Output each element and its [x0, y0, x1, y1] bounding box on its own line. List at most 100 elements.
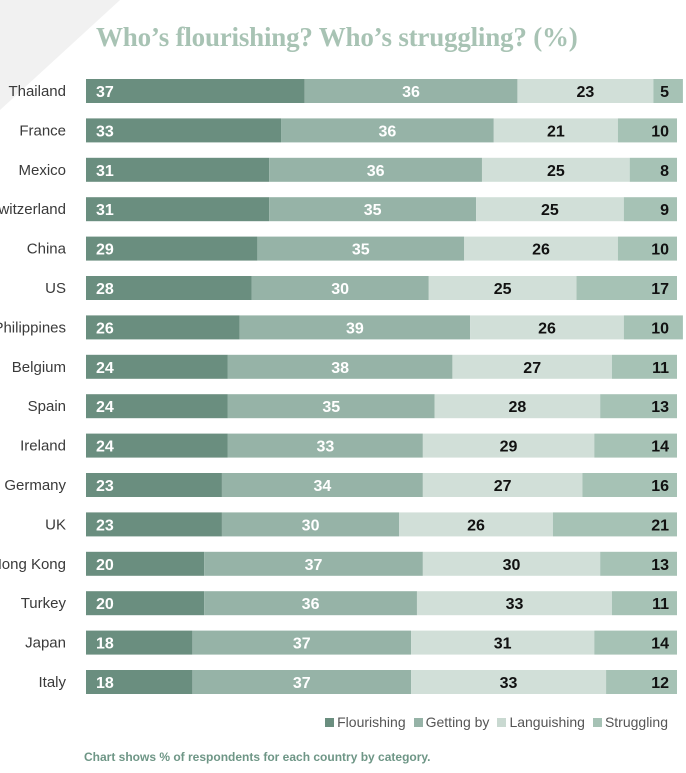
value-label-struggling: 10 — [651, 320, 669, 337]
value-label-getting-by: 35 — [364, 202, 382, 219]
value-label-struggling: 11 — [652, 360, 669, 377]
bar-row-belgium: Belgium 24 38 27 11 — [12, 354, 677, 379]
value-label-languishing: 33 — [506, 596, 524, 613]
value-label-flourishing: 18 — [96, 675, 114, 692]
category-label: France — [19, 122, 66, 139]
value-label-struggling: 8 — [660, 163, 669, 180]
value-label-flourishing: 20 — [96, 557, 114, 574]
bar-row-france: France 33 36 21 10 — [19, 118, 677, 143]
value-label-struggling: 14 — [651, 439, 669, 456]
value-label-getting-by: 36 — [302, 596, 320, 613]
value-label-struggling: 14 — [651, 636, 669, 653]
bar-segment-languishing — [422, 551, 601, 576]
bar-segment-getting-by — [239, 315, 471, 340]
bar-segment-languishing — [517, 79, 654, 103]
legend-label: Struggling — [604, 714, 668, 730]
category-label: Germany — [4, 477, 66, 494]
bar-row-spain: Spain 24 35 28 13 — [28, 394, 677, 419]
bar-segment-struggling — [617, 118, 677, 143]
chart-footnote: Chart shows % of respondents for each co… — [84, 750, 431, 764]
bar-segment-getting-by — [257, 236, 465, 261]
bar-segment-getting-by — [227, 354, 453, 379]
bar-segment-languishing — [411, 670, 607, 694]
bar-row-switzerland: Switzerland 31 35 25 9 — [0, 197, 677, 222]
value-label-getting-by: 37 — [305, 557, 323, 574]
value-label-flourishing: 20 — [96, 596, 114, 613]
bar-segment-struggling — [653, 79, 683, 103]
bar-row-philippines: Philippines 26 39 26 10 — [0, 315, 683, 340]
value-label-struggling: 12 — [651, 675, 669, 692]
chart-legend: Flourishing Getting by Languishing Struggli… — [325, 714, 668, 730]
category-label: Spain — [28, 398, 66, 415]
bar-row-us: US 28 30 25 17 — [45, 276, 677, 300]
bar-segment-flourishing — [86, 79, 305, 103]
bar-row-thailand: Thailand 37 36 23 5 — [8, 79, 683, 103]
category-label: Ireland — [20, 438, 66, 455]
bar-segment-getting-by — [227, 394, 435, 419]
bar-segment-struggling — [611, 591, 677, 616]
bar-segment-flourishing — [86, 315, 240, 340]
category-label: Turkey — [21, 595, 67, 612]
value-label-struggling: 5 — [660, 84, 669, 101]
value-label-flourishing: 23 — [96, 517, 114, 534]
bar-segment-getting-by — [192, 670, 412, 694]
bar-segment-flourishing — [86, 197, 270, 222]
bar-segment-getting-by — [192, 630, 412, 655]
bar-segment-languishing — [493, 118, 618, 143]
bar-segment-flourishing — [86, 157, 270, 182]
bar-row-uk: UK 23 30 26 21 — [45, 512, 677, 537]
bar-segment-struggling — [582, 473, 677, 497]
legend-item-languishing: Languishing — [497, 714, 585, 730]
value-label-getting-by: 36 — [379, 123, 397, 140]
bar-segment-struggling — [617, 236, 677, 261]
bar-row-china: China 29 35 26 10 — [27, 236, 677, 261]
value-label-getting-by: 35 — [352, 242, 370, 259]
bar-segment-flourishing — [86, 394, 228, 419]
value-label-languishing: 25 — [547, 163, 565, 180]
bar-segment-flourishing — [86, 591, 205, 616]
value-label-getting-by: 37 — [293, 675, 311, 692]
bar-row-hong-kong: Hong Kong 20 37 30 13 — [0, 551, 677, 576]
bar-segment-flourishing — [86, 551, 205, 576]
bar-segment-struggling — [629, 157, 677, 182]
bar-segment-struggling — [594, 630, 677, 655]
value-label-languishing: 21 — [547, 123, 565, 140]
value-label-languishing: 28 — [509, 399, 527, 416]
bar-segment-getting-by — [204, 591, 417, 616]
bar-segment-getting-by — [204, 551, 423, 576]
bar-segment-getting-by — [227, 433, 423, 458]
bar-row-japan: Japan 18 37 31 14 — [25, 630, 677, 655]
bar-segment-flourishing — [86, 354, 228, 379]
bar-segment-flourishing — [86, 118, 282, 143]
value-label-languishing: 25 — [541, 202, 559, 219]
bar-row-germany: Germany 23 34 27 16 — [4, 473, 677, 497]
value-label-flourishing: 24 — [96, 439, 114, 456]
category-label: US — [45, 280, 66, 297]
value-label-getting-by: 33 — [316, 439, 334, 456]
value-label-struggling: 11 — [652, 596, 669, 613]
value-label-languishing: 26 — [532, 242, 550, 259]
bar-segment-struggling — [552, 512, 677, 537]
value-label-flourishing: 26 — [96, 320, 114, 337]
category-label: Japan — [25, 635, 66, 652]
bar-segment-struggling — [623, 315, 683, 340]
value-label-languishing: 26 — [538, 320, 556, 337]
bar-segment-getting-by — [221, 512, 400, 537]
bar-segment-getting-by — [281, 118, 494, 143]
bar-segment-getting-by — [221, 473, 423, 497]
value-label-struggling: 13 — [651, 399, 669, 416]
value-label-struggling: 9 — [660, 202, 669, 219]
bar-segment-flourishing — [86, 433, 228, 458]
bar-row-italy: Italy 18 37 33 12 — [38, 670, 677, 694]
bar-segment-getting-by — [269, 197, 477, 222]
bar-segment-languishing — [481, 157, 630, 182]
bar-segment-getting-by — [269, 157, 482, 182]
value-label-getting-by: 39 — [346, 320, 364, 337]
bar-row-ireland: Ireland 24 33 29 14 — [20, 433, 677, 458]
value-label-flourishing: 31 — [96, 163, 114, 180]
bar-segment-flourishing — [86, 670, 193, 694]
legend-item-struggling: Struggling — [592, 714, 668, 730]
value-label-languishing: 27 — [494, 478, 512, 495]
